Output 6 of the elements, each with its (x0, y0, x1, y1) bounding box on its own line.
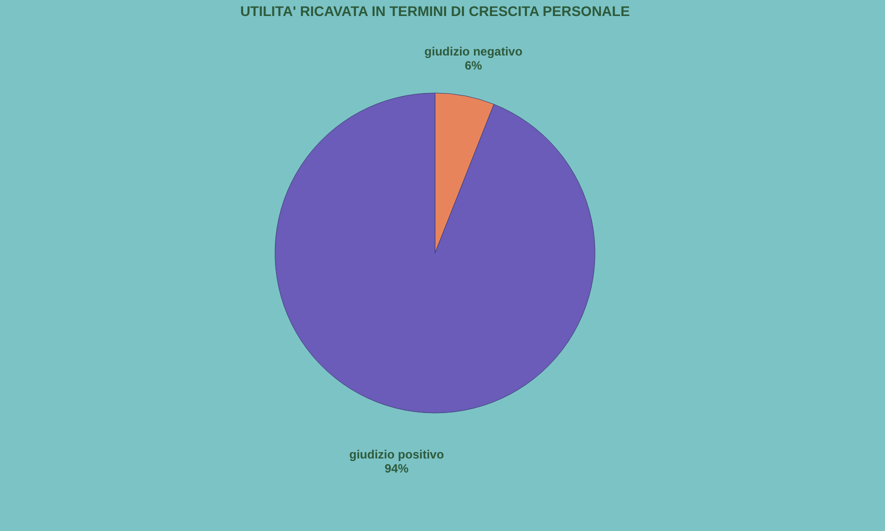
data-label: 6% (464, 58, 482, 73)
pie-slice (274, 92, 596, 413)
slice-label: giudizio negativo (424, 44, 522, 59)
chart-title: UTILITA' RICAVATA IN TERMINI DI CRESCITA PERSONALE (240, 3, 630, 19)
data-label: 94% (384, 461, 409, 476)
slice-label: giudizio positivo (349, 447, 444, 462)
